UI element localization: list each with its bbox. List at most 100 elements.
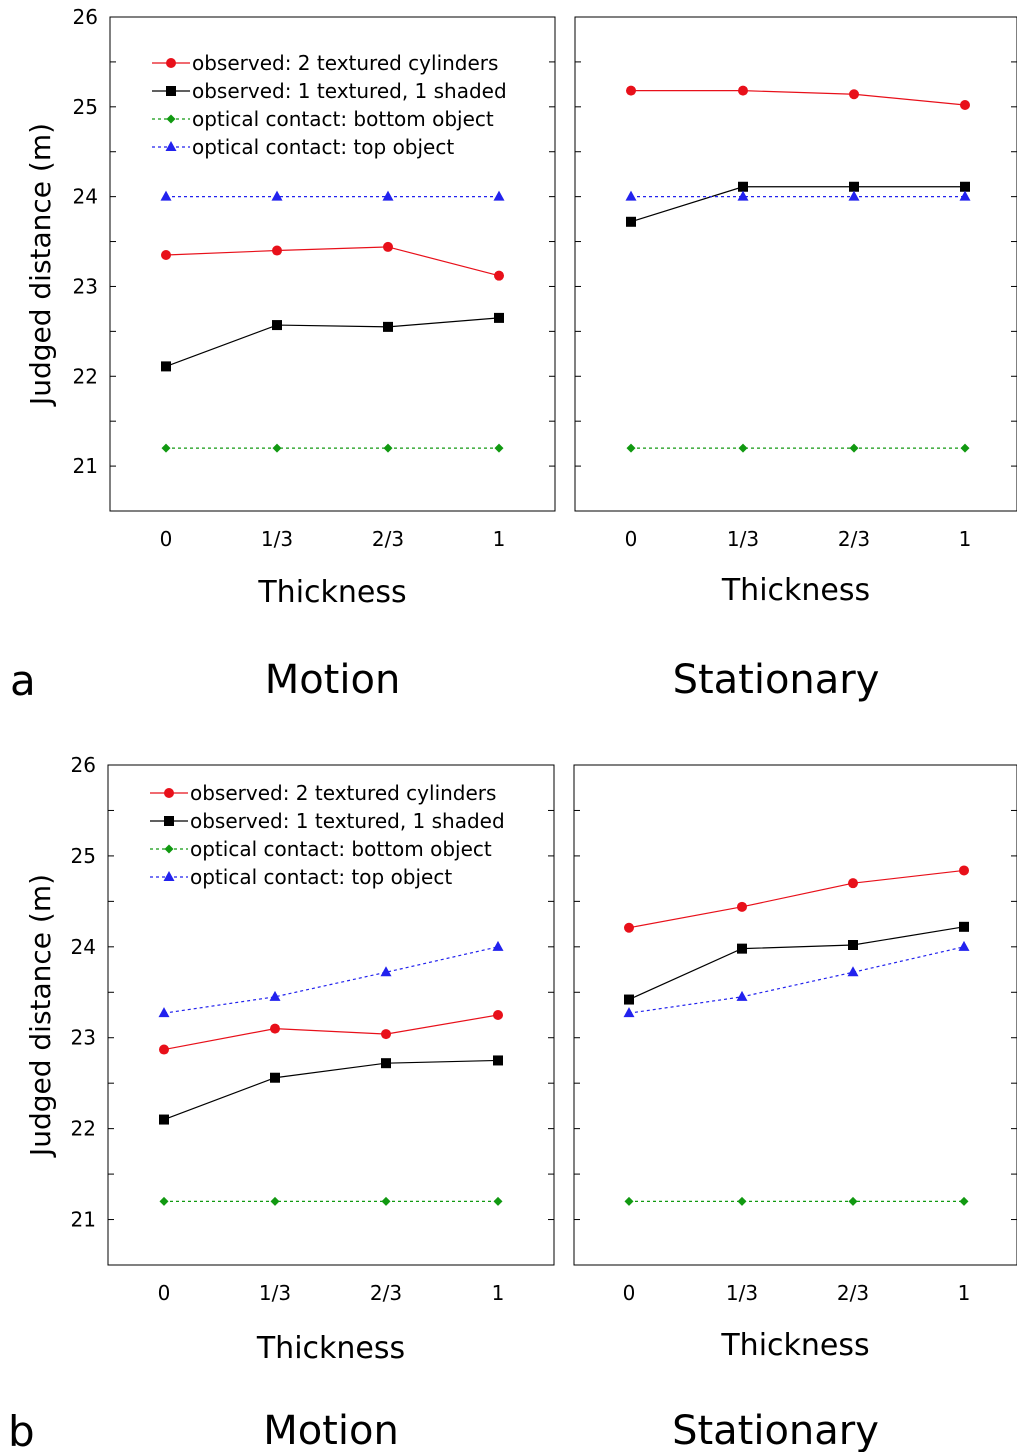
condition-label: Stationary — [672, 1408, 879, 1452]
data-point — [272, 191, 283, 201]
plot-frame — [574, 765, 1017, 1265]
y-tick-label: 26 — [71, 753, 96, 777]
data-point — [626, 191, 637, 201]
legend-entry: optical contact: bottom object — [192, 107, 494, 131]
series-line-1 — [631, 91, 965, 105]
x-tick-label: 2/3 — [372, 527, 404, 551]
data-point — [382, 1197, 391, 1206]
series-line-4 — [629, 947, 964, 1013]
data-point — [960, 1197, 969, 1206]
x-tick-label: 2/3 — [838, 527, 870, 551]
legend-entry: observed: 1 textured, 1 shaded — [190, 809, 505, 833]
data-point — [273, 444, 282, 453]
panel-label-b: b — [8, 1407, 35, 1452]
data-point — [848, 966, 859, 976]
x-tick-label: 1 — [959, 527, 972, 551]
data-point — [848, 878, 858, 888]
x-tick-label: 1/3 — [726, 1281, 758, 1305]
series-line-2 — [629, 927, 964, 1000]
data-point — [495, 444, 504, 453]
data-point — [959, 922, 969, 932]
data-point — [739, 444, 748, 453]
chart-a-stationary: 0 1/3 2/3 1ThicknessStationary — [575, 17, 1017, 703]
legend-entry: optical contact: bottom object — [190, 837, 492, 861]
data-point — [272, 320, 282, 330]
data-point — [161, 191, 172, 201]
legend-entry: observed: 2 textured cylinders — [190, 781, 496, 805]
x-tick-label: 0 — [625, 527, 638, 551]
series-line-1 — [164, 1015, 498, 1050]
y-tick-label: 23 — [73, 274, 98, 298]
x-tick-label: 0 — [623, 1281, 636, 1305]
data-point — [849, 89, 859, 99]
data-point — [494, 1197, 503, 1206]
x-tick-label: 1/3 — [259, 1281, 291, 1305]
x-tick-label: 2/3 — [837, 1281, 869, 1305]
data-point — [959, 941, 970, 951]
y-tick-label: 24 — [71, 935, 96, 959]
legend-entry: optical contact: top object — [190, 865, 452, 889]
x-axis-label: Thickness — [256, 1331, 405, 1366]
condition-label: Stationary — [673, 657, 880, 703]
y-tick-label: 22 — [71, 1117, 96, 1141]
data-point — [159, 1115, 169, 1125]
y-tick-label: 25 — [71, 844, 96, 868]
chart-b-motion: 21 22 23 24 25 26 0 1/3 2/3 1 Thickness Judged dist… — [24, 753, 554, 1452]
data-point — [626, 217, 636, 227]
data-point — [850, 444, 859, 453]
data-point — [383, 242, 393, 252]
data-point — [162, 444, 171, 453]
data-point — [493, 1055, 503, 1065]
legend-marker — [166, 58, 176, 68]
data-point — [737, 902, 747, 912]
data-point — [271, 1197, 280, 1206]
y-tick-label: 25 — [73, 95, 98, 119]
series-line-1 — [166, 247, 499, 276]
data-point — [493, 1010, 503, 1020]
data-point — [160, 1197, 169, 1206]
legend-marker — [164, 871, 175, 881]
data-point — [494, 313, 504, 323]
data-point — [738, 86, 748, 96]
series-line-2 — [164, 1060, 498, 1119]
series-line-2 — [631, 187, 965, 222]
panel-label-a: a — [10, 656, 36, 705]
condition-label: Motion — [263, 1408, 399, 1452]
x-tick-label: 1/3 — [261, 527, 293, 551]
chart-a-motion: 21 22 23 24 25 26 0 1/3 2/3 1 Thickness Judged dist… — [24, 5, 555, 703]
legend-marker — [164, 816, 174, 826]
data-point — [383, 191, 394, 201]
legend-marker — [165, 845, 174, 854]
series-line-4 — [164, 947, 498, 1013]
x-tick-label: 1 — [958, 1281, 971, 1305]
x-tick-label: 1 — [492, 1281, 505, 1305]
data-point — [738, 1197, 747, 1206]
data-point — [161, 361, 171, 371]
y-tick-label: 23 — [71, 1026, 96, 1050]
data-point — [383, 322, 393, 332]
y-tick-label: 22 — [73, 364, 98, 388]
legend-marker — [164, 788, 174, 798]
data-point — [624, 995, 634, 1005]
x-tick-label: 0 — [158, 1281, 171, 1305]
legend-marker — [166, 86, 176, 96]
data-point — [960, 191, 971, 201]
legend-entry: observed: 2 textured cylinders — [192, 51, 498, 75]
data-point — [625, 1197, 634, 1206]
y-tick-label: 21 — [71, 1208, 96, 1232]
data-point — [493, 941, 504, 951]
data-point — [848, 940, 858, 950]
data-point — [961, 444, 970, 453]
y-axis-label: Judged distance (m) — [24, 874, 57, 1158]
legend-marker — [167, 115, 176, 124]
data-point — [624, 1007, 635, 1017]
legend-entry: optical contact: top object — [192, 135, 454, 159]
data-point — [161, 250, 171, 260]
data-point — [270, 1024, 280, 1034]
legend-entry: observed: 1 textured, 1 shaded — [192, 79, 507, 103]
data-point — [384, 444, 393, 453]
y-tick-label: 26 — [73, 5, 98, 29]
data-point — [738, 191, 749, 201]
x-axis-label: Thickness — [721, 573, 870, 608]
data-point — [494, 271, 504, 281]
